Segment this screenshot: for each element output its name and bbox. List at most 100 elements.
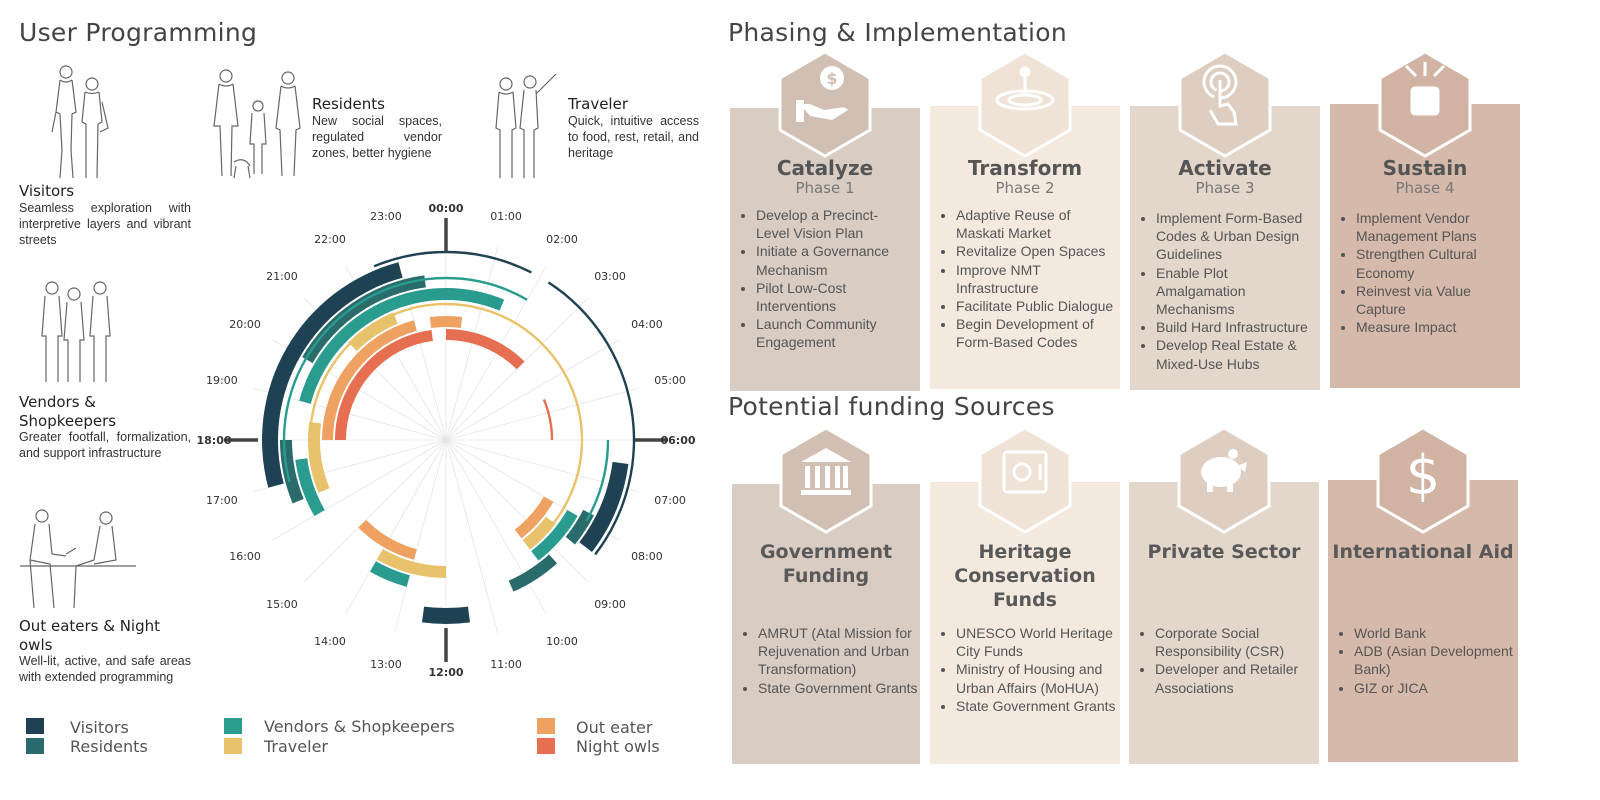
funding-title: International Aid <box>1332 541 1514 563</box>
phase-item: Implement Vendor Management Plans <box>1356 209 1516 245</box>
activity-ring-segment <box>348 312 398 351</box>
hour-spoke <box>445 439 499 634</box>
hour-label: 12:00 <box>428 666 463 679</box>
night-owls-figure-icon <box>20 509 136 609</box>
phase-item: Build Hard Infrastructure <box>1156 318 1316 336</box>
phase-number: Phase 1 <box>795 179 855 197</box>
funding-item: Corporate Social Responsibility (CSR) <box>1155 624 1321 660</box>
phase-item: Measure Impact <box>1356 318 1516 336</box>
hour-label: 15:00 <box>266 598 298 611</box>
phase-item: Begin Development of Form-Based Codes <box>956 315 1116 351</box>
activity-ring-segment <box>514 496 554 539</box>
phase-item: Adaptive Reuse of Maskati Market <box>956 206 1116 242</box>
phase-item: Implement Form-Based Codes & Urban Desig… <box>1156 209 1316 264</box>
hour-label: 20:00 <box>229 318 261 331</box>
compress-arrows-icon <box>1404 62 1446 116</box>
thin-ring-segment <box>373 250 446 268</box>
thin-ring-segment <box>585 440 610 522</box>
residents-family-figure-icon <box>213 69 301 179</box>
hour-label: 08:00 <box>631 550 663 563</box>
activity-ring-segment <box>446 288 505 311</box>
phase-title: Catalyze <box>776 156 874 180</box>
hour-spoke <box>445 439 547 614</box>
legend-label-visitors: Visitors <box>70 718 129 737</box>
activity-ring-segment <box>508 554 558 592</box>
thin-ring-segment <box>542 398 554 440</box>
user-desc-night-owls: Well-lit, active, and safe areas with ex… <box>19 654 191 684</box>
phase-items: Develop a Precinct-Level Vision Plan Ini… <box>730 206 906 352</box>
hour-label: 02:00 <box>546 233 578 246</box>
hour-label: 17:00 <box>206 494 238 507</box>
svg-text:$: $ <box>1406 444 1440 507</box>
hour-spoke <box>393 439 447 634</box>
government-building-icon <box>801 448 851 495</box>
phase-number: Phase 2 <box>995 179 1055 197</box>
phase-items: Implement Vendor Management Plans Streng… <box>1330 209 1516 336</box>
legend-label-vendors: Vendors & Shopkeepers <box>264 717 455 736</box>
activity-ring-segment <box>522 516 556 550</box>
hour-spoke <box>445 387 640 441</box>
phase-title: Activate <box>1178 156 1272 180</box>
funding-item: GIZ or JICA <box>1354 679 1520 697</box>
funding-card-government: Government Funding AMRUT (Atal Mission f… <box>732 426 920 764</box>
phase-hex-badge <box>1378 50 1472 158</box>
user-name-visitors: Visitors <box>19 182 75 200</box>
phase-item: Revitalize Open Spaces <box>956 242 1116 260</box>
user-desc-residents: New social spaces, regulated vendor zone… <box>312 114 442 160</box>
activity-ring-segment <box>446 329 525 370</box>
funding-title: Heritage Conservation Funds <box>954 541 1096 611</box>
legend-label-night-owls: Night owls <box>576 737 660 756</box>
hour-label: 04:00 <box>631 318 663 331</box>
phase-item: Develop Real Estate & Mixed-Use Hubs <box>1156 336 1316 372</box>
legend-label-residents: Residents <box>70 737 148 756</box>
user-desc-traveler: Quick, intuitive access to food, rest, r… <box>568 114 699 160</box>
legend-swatch-traveler <box>224 738 242 754</box>
phase-item: Reinvest via Value Capture <box>1356 282 1516 318</box>
hour-label: 10:00 <box>546 635 578 648</box>
funding-title: Government Funding <box>759 541 893 587</box>
legend-label-traveler: Traveler <box>264 737 328 756</box>
hour-label: 19:00 <box>206 374 238 387</box>
hour-label: 22:00 <box>314 233 346 246</box>
activity-ring-segment <box>299 287 446 404</box>
activity-ring-segment <box>429 316 446 328</box>
phase-card-sustain: Sustain Phase 4 Implement Vendor Managem… <box>1330 50 1520 388</box>
safe-vault-icon <box>1002 450 1048 494</box>
funding-hex-badge <box>978 426 1072 534</box>
phase-card-transform: Transform Phase 2 Adaptive Reuse of Mask… <box>930 50 1120 389</box>
hour-label: 07:00 <box>654 494 686 507</box>
vendors-figure-icon <box>41 281 111 382</box>
water-drop-ripple-icon <box>995 66 1055 111</box>
phase-item: Improve NMT Infrastructure <box>956 261 1116 297</box>
funding-items: Corporate Social Responsibility (CSR) De… <box>1129 624 1321 697</box>
hour-label: 06:00 <box>660 434 695 447</box>
funding-card-international: $ International Aid World Bank ADB (Asia… <box>1328 426 1520 762</box>
phase-item: Facilitate Public Dialogue <box>956 297 1116 315</box>
phase-item: Initiate a Governance Mechanism <box>756 242 906 278</box>
hour-label: 18:00 <box>196 434 231 447</box>
user-desc-vendors: Greater footfall, formalization, and sup… <box>19 430 191 460</box>
activity-ring-segment <box>302 275 426 363</box>
funding-items: World Bank ADB (Asian Development Bank) … <box>1328 624 1520 697</box>
hour-label: 23:00 <box>370 210 402 223</box>
user-desc-visitors: Seamless exploration with interpretive l… <box>19 201 191 247</box>
activity-ring-segment <box>322 320 417 440</box>
funding-item: UNESCO World Heritage City Funds <box>956 624 1122 660</box>
funding-card-heritage: Heritage Conservation Funds UNESCO World… <box>930 426 1122 764</box>
user-name-residents: Residents <box>312 95 385 113</box>
user-programming-title: User Programming <box>19 18 258 47</box>
daily-activity-radial-chart: 00:00 01:00 02:00 03:00 04:00 05:00 06:00 07:00… <box>196 202 695 679</box>
thin-ring-segment <box>446 250 532 274</box>
hour-spoke <box>252 439 447 493</box>
phase-hex-badge: $ <box>778 50 872 158</box>
visitors-figure-icon <box>51 65 109 179</box>
funding-hex-badge <box>1177 426 1271 534</box>
legend-swatch-vendors <box>224 718 242 734</box>
activity-ring-segment <box>377 549 446 578</box>
hour-label: 21:00 <box>266 270 298 283</box>
phase-title: Transform <box>967 156 1083 180</box>
activity-ring-segment <box>531 510 578 561</box>
hour-label: 09:00 <box>594 598 626 611</box>
phase-title: Sustain <box>1382 156 1468 180</box>
hour-spoke <box>445 439 588 582</box>
